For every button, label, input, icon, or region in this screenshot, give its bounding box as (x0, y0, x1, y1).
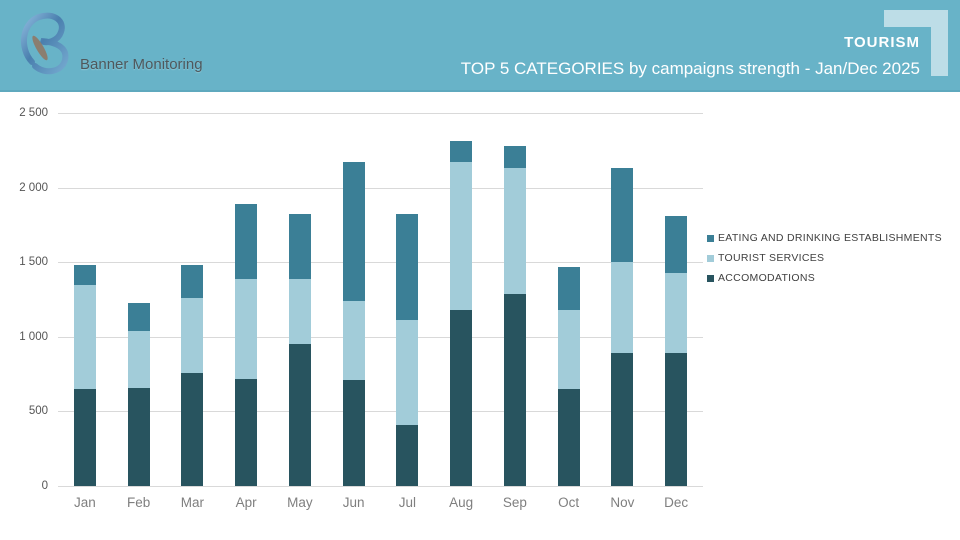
legend-label: TOURIST SERVICES (718, 252, 825, 264)
bar-segment-eating-and-drinking-establishments (611, 168, 634, 263)
bar-segment-eating-and-drinking-establishments (557, 266, 580, 310)
bar-segment-eating-and-drinking-establishments (665, 215, 688, 273)
bar-segment-accomodations (450, 309, 473, 486)
x-axis: Jan Feb Mar Apr May Jun Jul Aug Sep Oct Nov Dec (58, 495, 703, 515)
x-axis-month-label: Dec (664, 495, 689, 510)
legend-swatch-icon (707, 234, 714, 242)
x-axis-month-label: Sep (502, 495, 527, 510)
x-axis-month-label: Jun (342, 495, 365, 510)
bar-segment-accomodations (396, 424, 419, 486)
x-axis-month-label: Aug (449, 495, 474, 510)
bar-segment-eating-and-drinking-establishments (73, 265, 96, 285)
bar-segment-eating-and-drinking-establishments (342, 162, 365, 301)
bar-segment-tourist-services (288, 278, 311, 345)
gridline-2000 (58, 187, 703, 189)
bar-segment-tourist-services (235, 278, 258, 379)
legend-item: TOURIST SERVICES (707, 248, 942, 268)
legend-label: EATING AND DRINKING ESTABLISHMENTS (718, 232, 942, 244)
bar-segment-accomodations (73, 389, 96, 486)
legend-item: EATING AND DRINKING ESTABLISHMENTS (707, 228, 942, 248)
bar-segment-tourist-services (557, 309, 580, 390)
chart-legend: EATING AND DRINKING ESTABLISHMENTS TOURIS… (707, 228, 942, 288)
x-axis-month-label: Apr (235, 495, 257, 510)
bar-segment-accomodations (127, 387, 150, 486)
bar-segment-tourist-services (450, 162, 473, 310)
plot-area (58, 113, 703, 487)
gridline-1000 (58, 336, 703, 338)
bar-segment-eating-and-drinking-establishments (503, 145, 526, 169)
page-header: Banner Monitoring TOURISM TOP 5 CATEGORI… (0, 0, 960, 92)
bar-segment-eating-and-drinking-establishments (181, 265, 204, 299)
banner-monitoring-logo-icon (16, 6, 86, 84)
bar-segment-tourist-services (665, 272, 688, 354)
x-axis-month-label: Feb (126, 495, 151, 510)
bar-segment-accomodations (611, 353, 634, 486)
bar-segment-eating-and-drinking-establishments (396, 214, 419, 321)
x-axis-month-label: Jul (398, 495, 416, 510)
bar-segment-tourist-services (342, 301, 365, 381)
bar-segment-tourist-services (181, 298, 204, 373)
bar-segment-accomodations (503, 293, 526, 486)
bar-segment-accomodations (181, 372, 204, 486)
y-axis-tick-label: 2 500 (19, 107, 48, 119)
y-axis: 2 500 2 000 1 500 1 000 500 0 (0, 107, 48, 492)
y-axis-tick-label: 2 000 (19, 181, 48, 194)
chart-title: TOP 5 CATEGORIES by campaigns strength -… (460, 59, 920, 78)
bar-segment-accomodations (342, 380, 365, 486)
x-axis-month-label: Mar (180, 495, 204, 510)
x-axis-month-label: Jan (73, 495, 96, 510)
bar-segment-eating-and-drinking-establishments (450, 141, 473, 163)
x-axis-month-label: May (287, 495, 313, 510)
bar-segment-accomodations (288, 344, 311, 486)
gridline-0 (58, 486, 703, 487)
x-axis-month-label: Oct (558, 495, 580, 510)
legend-swatch-icon (707, 254, 714, 262)
report-tag: TOURISM (844, 34, 920, 51)
y-axis-tick-label: 1 000 (19, 330, 48, 343)
legend-label: ACCOMODATIONS (718, 272, 816, 284)
brand-name: Banner Monitoring (80, 56, 203, 73)
bar-segment-accomodations (665, 353, 688, 486)
gridline-500 (58, 411, 703, 413)
gridline-2500 (58, 113, 703, 114)
bar-segment-tourist-services (73, 284, 96, 390)
bar-segment-tourist-services (503, 168, 526, 294)
y-axis-tick-label: 1 500 (19, 256, 48, 269)
legend-item: ACCOMODATIONS (707, 268, 942, 288)
x-axis-month-label: Nov (610, 495, 635, 510)
corner-bracket-icon (931, 10, 948, 76)
bar-segment-tourist-services (396, 320, 419, 425)
gridline-1500 (58, 262, 703, 264)
y-axis-tick-label: 500 (28, 405, 48, 418)
bar-segment-eating-and-drinking-establishments (288, 214, 311, 279)
bar-segment-eating-and-drinking-establishments (127, 302, 150, 331)
legend-swatch-icon (707, 274, 714, 282)
bar-segment-accomodations (235, 378, 258, 486)
bar-segment-accomodations (557, 389, 580, 486)
bar-segment-tourist-services (611, 262, 634, 354)
y-axis-tick-label: 0 (41, 480, 48, 492)
bar-segment-eating-and-drinking-establishments (235, 204, 258, 279)
bar-segment-tourist-services (127, 330, 150, 388)
